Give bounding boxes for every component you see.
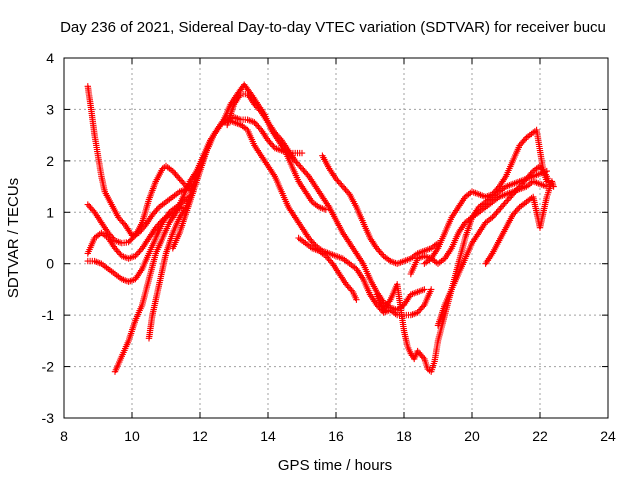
x-tick-label: 12: [192, 428, 208, 444]
plot-frame: [63, 57, 609, 419]
data-point-markers: [84, 162, 197, 247]
chart-title: Day 236 of 2021, Sidereal Day-to-day VTE…: [60, 19, 606, 36]
series-arc-12: [421, 126, 550, 267]
data-point-markers: [482, 178, 557, 267]
y-tick-label: -3: [42, 410, 55, 426]
x-tick-label: 20: [464, 428, 480, 444]
x-tick-label: 24: [600, 428, 616, 444]
x-tick-label: 16: [328, 428, 344, 444]
y-tick-label: -2: [42, 359, 55, 375]
data-point-markers: [169, 113, 306, 252]
y-tick-label: 1: [46, 204, 54, 220]
x-tick-label: 10: [124, 428, 140, 444]
x-tick-label: 22: [532, 428, 548, 444]
series-arc-8: [224, 90, 428, 314]
series-arc-4: [84, 203, 187, 262]
y-tick-label: 3: [46, 101, 54, 117]
gridlines: [64, 58, 608, 418]
data-point-markers: [434, 162, 554, 329]
series-arc-15: [482, 178, 557, 267]
x-tick-label: 18: [396, 428, 412, 444]
x-tick-label: 8: [60, 428, 68, 444]
x-axis-label: GPS time / hours: [278, 457, 392, 474]
series-arc-9: [295, 234, 360, 303]
data-point-markers: [421, 126, 550, 267]
data-point-markers: [84, 203, 187, 262]
series-arc-14: [434, 162, 554, 329]
data-point-markers: [295, 234, 360, 303]
series-arc-7: [169, 113, 306, 252]
y-tick-label: 2: [46, 153, 54, 169]
data-point-markers: [224, 90, 428, 314]
data-points: [84, 81, 557, 375]
y-tick-label: 0: [46, 256, 54, 272]
series-arc-2: [84, 162, 197, 247]
x-tick-label: 14: [260, 428, 276, 444]
series-arc-10: [319, 152, 442, 267]
y-tick-label: -1: [42, 307, 55, 323]
y-tick-label: 4: [46, 50, 54, 66]
data-point-markers: [319, 152, 442, 267]
y-axis-label: SDTVAR / TECUs: [5, 178, 22, 298]
